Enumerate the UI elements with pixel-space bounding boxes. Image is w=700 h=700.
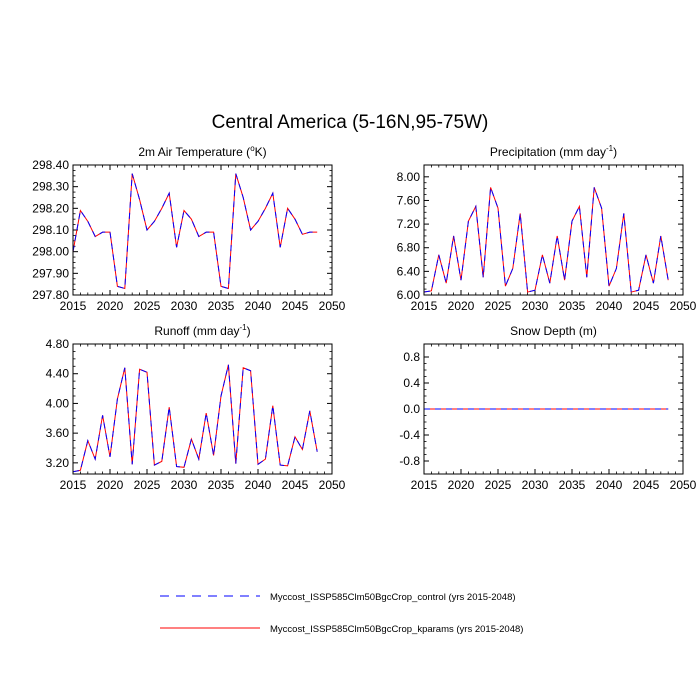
x-tick-label: 2050 [670, 299, 697, 313]
x-tick-label: 2030 [171, 299, 198, 313]
y-tick-label: 4.80 [46, 337, 70, 351]
panel-title: Precipitation (mm day-1) [490, 144, 617, 159]
series-line-control [423, 187, 669, 293]
x-tick-label: 2035 [208, 478, 235, 492]
x-tick-label: 2050 [670, 478, 697, 492]
x-tick-label: 2020 [97, 299, 124, 313]
x-tick-label: 2050 [319, 299, 346, 313]
x-tick-label: 2045 [282, 299, 309, 313]
y-tick-label: 298.30 [32, 180, 69, 194]
x-tick-label: 2040 [596, 478, 623, 492]
panel-title: 2m Air Temperature (oK) [138, 144, 266, 159]
y-tick-label: 6.40 [397, 264, 421, 278]
y-tick-label: 3.20 [46, 456, 70, 470]
y-tick-label: 298.20 [32, 201, 69, 215]
series-line-kparams [423, 187, 669, 293]
legend-label-kparams: Myccost_ISSP585Clm50BgcCrop_kparams (yrs… [270, 624, 523, 635]
y-tick-label: 0.8 [403, 350, 420, 364]
plot-frame [72, 164, 333, 296]
y-tick-label: 298.00 [32, 245, 69, 259]
x-tick-label: 2025 [134, 478, 161, 492]
x-tick-label: 2030 [522, 478, 549, 492]
plot-frame [423, 343, 684, 475]
figure-title: Central America (5-16N,95-75W) [212, 112, 489, 133]
x-tick-label: 2035 [208, 299, 235, 313]
y-tick-label: 0.0 [403, 402, 420, 416]
x-tick-label: 2020 [448, 478, 475, 492]
plot-frame [423, 164, 684, 296]
panel-title: Snow Depth (m) [510, 324, 597, 338]
x-tick-label: 2045 [633, 299, 660, 313]
y-tick-label: -0.8 [399, 454, 420, 468]
x-tick-label: 2030 [522, 299, 549, 313]
x-tick-label: 2025 [485, 478, 512, 492]
series-line-control [72, 364, 318, 473]
y-tick-label: 6.00 [397, 288, 421, 302]
series-line-kparams [72, 173, 318, 290]
y-tick-label: 4.40 [46, 367, 70, 381]
series-line-control [72, 173, 318, 290]
y-tick-label: 0.4 [403, 376, 420, 390]
x-tick-label: 2025 [134, 299, 161, 313]
x-tick-label: 2035 [559, 478, 586, 492]
y-tick-label: 298.40 [32, 158, 69, 172]
y-tick-label: -0.4 [399, 428, 420, 442]
x-tick-label: 2045 [633, 478, 660, 492]
x-tick-label: 2015 [411, 299, 438, 313]
x-tick-label: 2045 [282, 478, 309, 492]
x-tick-label: 2040 [245, 299, 272, 313]
x-tick-label: 2030 [171, 478, 198, 492]
y-tick-label: 6.80 [397, 241, 421, 255]
y-tick-label: 4.00 [46, 396, 70, 410]
y-tick-label: 7.60 [397, 193, 421, 207]
panel-runoff: Runoff (mm day-1) 2015 2020 2025 2030 2035 204… [46, 323, 346, 492]
x-tick-label: 2015 [60, 299, 87, 313]
y-tick-label: 8.00 [397, 170, 421, 184]
y-tick-label: 297.80 [32, 288, 69, 302]
plot-frame [72, 343, 333, 475]
panel-snow-depth: Snow Depth (m) 2015 2020 2025 2030 2035 2040 20… [399, 324, 696, 492]
y-tick-label: 297.90 [32, 266, 69, 280]
panel-air-temperature: 2m Air Temperature (oK) 2015 2020 2025 2030 2… [32, 144, 345, 313]
x-tick-label: 2040 [245, 478, 272, 492]
x-tick-label: 2050 [319, 478, 346, 492]
x-tick-label: 2020 [448, 299, 475, 313]
x-tick-label: 2015 [60, 478, 87, 492]
x-tick-label: 2025 [485, 299, 512, 313]
panel-precipitation: Precipitation (mm day-1) 2015 2020 2025 2030… [397, 144, 697, 313]
y-tick-label: 3.60 [46, 426, 70, 440]
legend: Myccost_ISSP585Clm50BgcCrop_control (yrs… [160, 592, 523, 635]
x-tick-label: 2040 [596, 299, 623, 313]
y-tick-label: 7.20 [397, 217, 421, 231]
x-tick-label: 2020 [97, 478, 124, 492]
y-tick-label: 298.10 [32, 223, 69, 237]
panel-title: Runoff (mm day-1) [154, 323, 250, 338]
x-tick-label: 2015 [411, 478, 438, 492]
legend-label-control: Myccost_ISSP585Clm50BgcCrop_control (yrs… [270, 592, 516, 603]
x-tick-label: 2035 [559, 299, 586, 313]
